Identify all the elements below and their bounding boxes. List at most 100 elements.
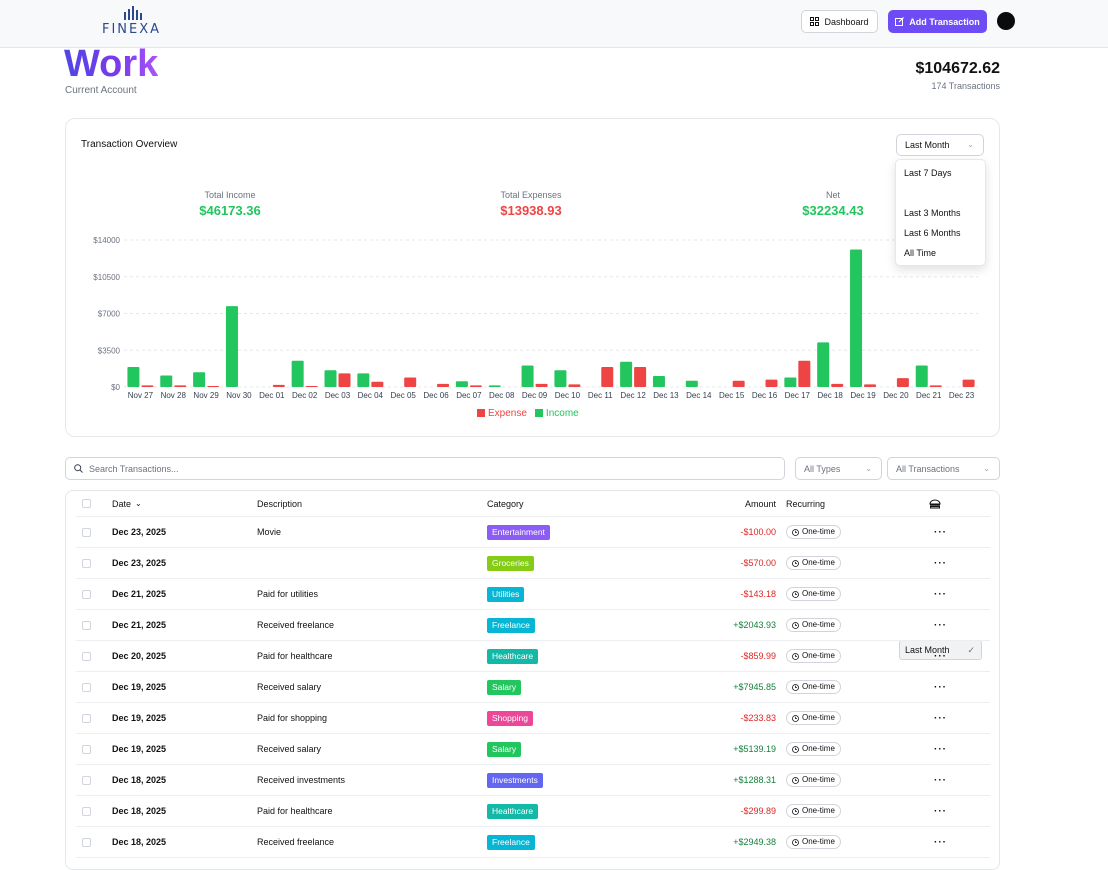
recurring-badge: One-time [786,711,841,725]
expense-bar[interactable] [831,383,844,387]
more-actions-icon[interactable]: ··· [934,712,947,724]
y-tick-label: $14000 [93,236,120,245]
more-actions-icon[interactable]: ··· [934,650,947,662]
income-bar[interactable] [324,370,337,387]
expense-bar[interactable] [437,383,450,387]
expense-bar[interactable] [798,360,811,387]
x-tick-label: Nov 30 [226,391,252,400]
row-date: Dec 23, 2025 [112,558,167,568]
expense-bar[interactable] [404,377,417,387]
income-bar[interactable] [817,342,830,387]
income-bar[interactable] [554,370,567,387]
expense-bar[interactable] [174,385,187,387]
scope-filter[interactable]: All Transactions ⌄ [887,457,1000,480]
row-checkbox[interactable] [82,651,91,661]
row-checkbox[interactable] [82,589,91,599]
range-option[interactable]: All Time [904,248,937,258]
select-all-checkbox[interactable] [82,499,91,508]
row-checkbox[interactable] [82,775,91,785]
table-row[interactable]: Dec 23, 2025 Movie Entertainment -$100.00 On… [76,517,990,548]
net-label: Net [825,190,840,200]
more-actions-icon[interactable]: ··· [934,526,947,538]
expense-bar[interactable] [765,379,778,387]
row-checkbox[interactable] [82,744,91,754]
description-header: Description [257,498,303,509]
income-bar[interactable] [784,377,797,387]
income-bar[interactable] [521,365,534,387]
net-stat: Net $32234.43 [753,190,913,218]
income-bar[interactable] [357,373,370,387]
user-avatar[interactable] [997,12,1015,30]
table-row[interactable]: Dec 21, 2025 Paid for utilities Utilities -… [76,579,990,610]
table-row[interactable]: Dec 19, 2025 Received salary Salary +$5139.… [76,734,990,765]
category-badge: Salary [487,741,522,757]
expense-bar[interactable] [732,380,745,387]
dashboard-icon [810,17,820,26]
row-checkbox[interactable] [82,620,91,630]
income-bar[interactable] [652,375,665,387]
more-actions-icon[interactable]: ··· [934,836,947,848]
table-row[interactable]: Dec 18, 2025 Received freelance Freelance +… [76,827,990,858]
add-transaction-button[interactable]: Add Transaction [888,10,987,33]
income-bar[interactable] [160,375,173,387]
expense-bar[interactable] [962,379,975,387]
range-select[interactable]: Last Month ⌄ [896,134,984,156]
row-checkbox[interactable] [82,806,91,816]
search-input[interactable] [89,463,729,474]
income-bar[interactable] [915,365,928,387]
y-tick-label: $7000 [98,310,121,319]
table-row[interactable]: Dec 19, 2025 Paid for shopping Shopping -$2… [76,703,990,734]
expense-bar[interactable] [634,367,647,387]
expense-bar[interactable] [568,384,581,387]
expense-bar[interactable] [141,385,154,387]
income-bar[interactable] [225,306,238,387]
table-row[interactable]: Dec 21, 2025 Received freelance Freelance +… [76,610,990,641]
type-filter[interactable]: All Types ⌄ [795,457,882,480]
category-badge: Utilities [487,586,525,602]
more-actions-icon[interactable]: ··· [934,681,947,693]
expense-bar[interactable] [929,385,942,387]
expense-bar[interactable] [601,367,614,387]
expense-bar[interactable] [469,385,482,387]
range-option[interactable]: Last 7 Days [904,168,952,178]
row-checkbox[interactable] [82,527,91,537]
search-box[interactable] [65,457,785,480]
more-actions-icon[interactable]: ··· [934,774,947,786]
expense-bar[interactable] [272,384,285,387]
table-row[interactable]: Dec 18, 2025 Paid for healthcare Healthcar… [76,796,990,827]
table-row[interactable]: Dec 20, 2025 Paid for healthcare Healthcar… [76,641,990,672]
dashboard-button[interactable]: Dashboard [801,10,878,33]
expense-bar[interactable] [535,383,548,387]
brand-logo[interactable]: FINEXA [100,4,164,38]
more-actions-icon[interactable]: ··· [934,743,947,755]
row-checkbox[interactable] [82,837,91,847]
income-bar[interactable] [193,372,206,387]
row-checkbox[interactable] [82,558,91,568]
income-bar[interactable] [127,367,140,387]
expense-bar[interactable] [896,378,909,387]
expense-bar[interactable] [371,381,384,387]
more-actions-icon[interactable]: ··· [934,588,947,600]
date-header[interactable]: Date ⌄ [112,498,142,509]
income-bar[interactable] [455,381,468,387]
more-actions-icon[interactable]: ··· [934,557,947,569]
income-bar[interactable] [291,360,304,387]
income-bar[interactable] [488,385,501,387]
table-row[interactable]: Dec 23, 2025 Groceries -$570.00 One-time ··· [76,548,990,579]
range-option[interactable]: Last 6 Months [904,228,961,238]
expense-bar[interactable] [305,385,318,387]
expense-bar[interactable] [864,384,877,387]
more-actions-icon[interactable]: ··· [934,805,947,817]
table-row[interactable]: Dec 18, 2025 Received investments Investme… [76,765,990,796]
income-bar[interactable] [850,249,863,387]
row-checkbox[interactable] [82,682,91,692]
row-checkbox[interactable] [82,713,91,723]
expense-bar[interactable] [338,373,351,387]
expense-bar[interactable] [207,385,220,387]
range-option[interactable]: Last 3 Months [904,208,961,218]
income-bar[interactable] [620,361,633,387]
columns-icon[interactable] [929,491,941,516]
more-actions-icon[interactable]: ··· [934,619,947,631]
table-row[interactable]: Dec 19, 2025 Received salary Salary +$7945.… [76,672,990,703]
income-bar[interactable] [685,380,698,387]
